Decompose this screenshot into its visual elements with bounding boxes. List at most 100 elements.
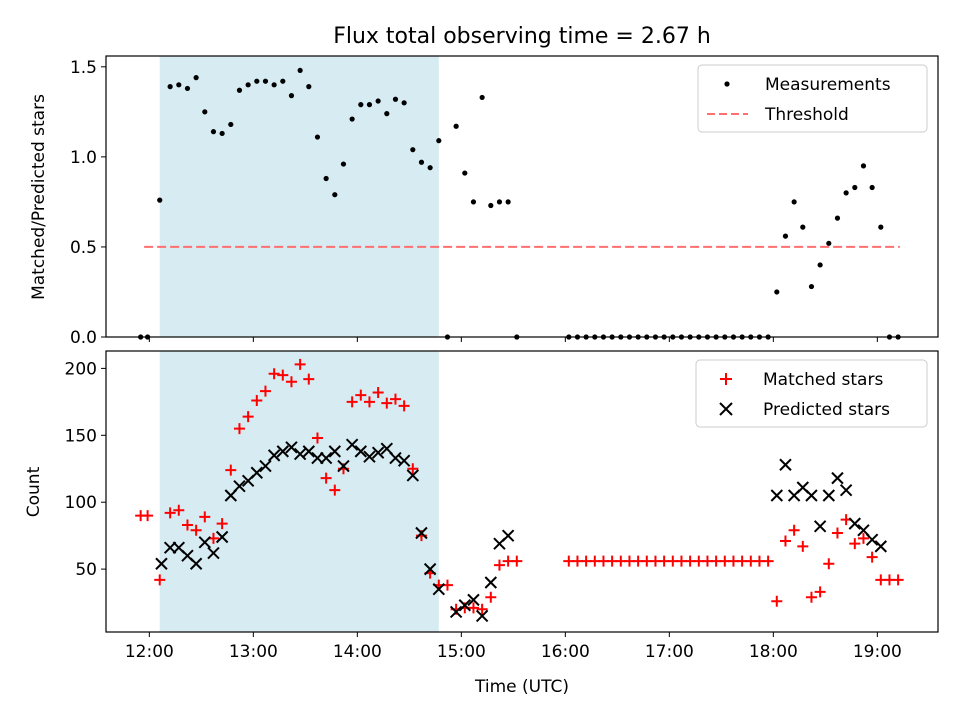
y-tick-label: 0.5 [70,238,97,258]
predicted-star-point [779,458,792,471]
measurement-point [202,109,208,115]
predicted-star-point [250,466,264,479]
measurement-point [306,84,312,90]
measurement-point [436,138,442,144]
x-axis-label: Time (UTC) [474,677,569,697]
predicted-star-point [449,605,463,619]
measurement-point [358,102,364,108]
measurement-point [228,121,234,128]
predicted-star-point [423,562,437,576]
x-tick-label: 18:00 [749,642,798,662]
matched-star-point [216,518,228,530]
predicted-star-point [319,451,333,465]
predicted-star-point [302,445,316,458]
legend-threshold-label: Threshold [764,105,849,125]
measurement-point [496,199,503,205]
measurement-point [157,197,163,203]
matched-star-point [511,555,523,567]
predicted-star-point [155,557,168,570]
measurement-point [878,224,884,230]
matched-star-point [779,535,791,547]
matched-star-point [142,510,154,522]
matched-star-point [771,595,783,607]
matched-star-point [493,559,505,571]
x-tick-label: 15:00 [437,642,486,662]
top-y-axis-label: Matched/Predicted stars [29,94,49,300]
matched-star-point [398,400,410,412]
observing-span-shade [159,351,439,632]
predicted-star-point [354,445,368,458]
predicted-star-point [215,530,229,544]
matched-star-point [762,555,774,567]
matched-star-point [259,385,271,397]
measurement-point [418,159,425,165]
predicted-star-point [484,576,498,589]
matched-star-point [154,574,166,586]
x-tick-label: 17:00 [645,642,694,662]
observing-span-shade [159,56,439,337]
legend-predicted-label: Predicted stars [763,400,890,420]
measurement-point [869,184,875,191]
x-tick-label: 14:00 [333,642,382,662]
measurement-point [401,100,407,106]
matched-star-point [242,411,254,423]
predicted-star-point [259,459,272,473]
matched-star-point [346,396,358,408]
y-tick-label: 150 [65,426,97,446]
predicted-star-point [822,489,836,502]
matched-star-point [381,397,393,409]
matched-star-point [849,538,861,550]
y-tick-label: 100 [65,493,97,513]
measurement-point [375,98,381,104]
matched-star-point [199,511,211,523]
predicted-star-point [770,489,784,502]
predicted-star-point [467,593,480,607]
predicted-star-point [458,599,472,612]
matched-star-point [251,395,263,407]
predicted-star-point [432,582,446,596]
measurement-point [280,78,286,84]
measurement-point [479,94,485,101]
predicted-star-point [813,520,827,533]
matched-star-point [303,373,315,385]
legend-matched-label: Matched stars [763,370,883,390]
matched-star-point [173,504,185,516]
matched-star-point [467,602,479,614]
predicted-star-point [848,517,862,530]
matched-star-point [797,540,809,552]
measurement-point [462,170,468,176]
predicted-star-point [839,483,853,497]
y-tick-label: 200 [65,359,97,379]
matched-star-point [355,389,367,401]
predicted-star-point [371,446,385,459]
measurement-point [791,199,797,205]
matched-star-point [190,524,202,536]
predicted-star-point [207,546,220,560]
figure-title: Flux total observing time = 2.67 h [333,24,711,49]
y-tick-label: 0.0 [70,328,97,348]
measurement-point [236,87,243,93]
matched-star-point [320,472,332,484]
measurement-point [193,75,199,81]
measurement-point [297,67,303,74]
top-legend: Measurements Threshold [697,64,928,133]
matched-star-point [823,558,835,570]
matched-star-point [389,393,401,405]
measurement-point [176,82,182,88]
matched-star-point [225,464,237,476]
top-plot-data-layer: 0.0 0.5 1.0 1.5 [70,56,901,348]
measurement-point [184,85,191,92]
y-tick-label: 1.0 [70,148,97,168]
measurement-point [834,215,841,221]
bottom-plot-frame [105,350,939,633]
predicted-star-point [233,479,246,493]
measurement-point [470,199,477,205]
measurement-point [314,134,321,140]
measurement-point [340,161,347,167]
measurement-point [349,116,355,122]
measurement-point [774,289,780,295]
predicted-star-point [389,451,402,465]
bottom-legend: Matched stars Predicted stars [695,359,928,428]
predicted-star-point [475,609,489,623]
